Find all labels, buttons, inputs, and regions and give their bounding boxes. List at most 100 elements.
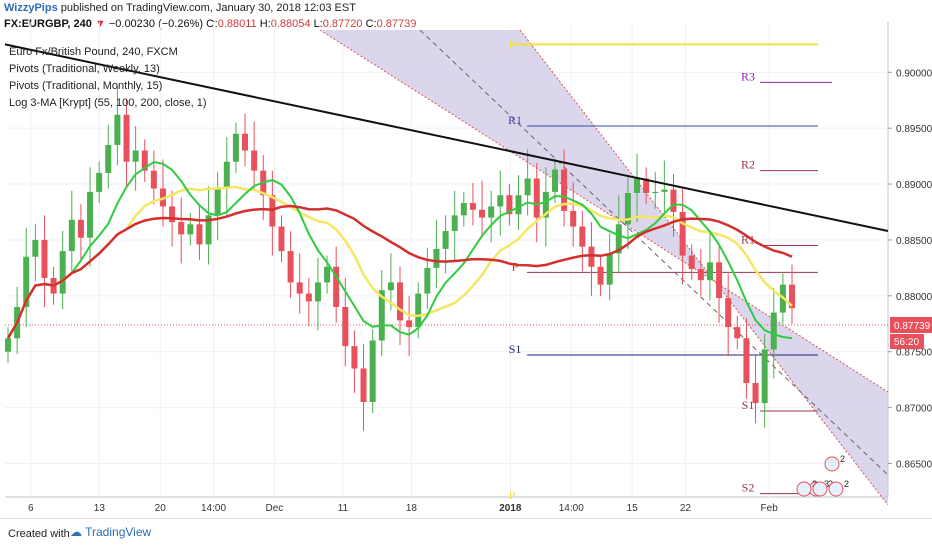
x-tick-label: 22 (680, 503, 692, 514)
event-badges: 23222 (796, 454, 849, 497)
pivot-label: R3 (741, 69, 755, 83)
x-tick-label: 20 (155, 503, 167, 514)
channel-fill (320, 30, 888, 505)
candles (5, 85, 795, 432)
low-label: L: (313, 18, 323, 30)
countdown-label: 56:20 (894, 337, 919, 348)
x-tick-label: 14:00 (201, 503, 226, 514)
study-legend-main[interactable]: Euro Fx/British Pound, 240, FXCM (9, 46, 178, 58)
change-down-icon: ▼ (94, 18, 106, 30)
pivot-label: R1 (508, 113, 522, 127)
candle-body (114, 114, 121, 145)
candle-body (205, 215, 212, 245)
candle-body (68, 219, 75, 252)
pivot-label: S2 (742, 481, 755, 495)
candle-body (679, 212, 686, 256)
event-count: 2 (844, 479, 849, 489)
candle-body (169, 206, 176, 223)
candle-body (524, 178, 531, 196)
candle-body (415, 293, 422, 328)
candle-body (460, 203, 467, 216)
candle-body (278, 226, 285, 252)
published-text: published on TradingView.com, January 30… (60, 2, 356, 14)
ohlc-line: FX:EURGBP, 240 ▼ −0.00230 (−0.26%) O:0.8… (4, 18, 416, 30)
candle-body (32, 239, 39, 257)
y-tick-label: 0.89000 (896, 180, 932, 191)
ma200-line (6, 204, 793, 339)
candle-body (360, 368, 367, 402)
study-legend-monthly-pivots[interactable]: Pivots (Traditional, Monthly, 15) (9, 80, 163, 92)
candle-body (570, 210, 577, 227)
candle-body (597, 266, 604, 285)
created-with-text: Created with (8, 528, 70, 540)
open-label: O: (206, 18, 218, 30)
candle-body (424, 267, 431, 294)
candle-body (178, 222, 185, 235)
event-badge (828, 481, 844, 497)
candle-body (752, 383, 759, 404)
candle-body (96, 172, 103, 192)
candle-body (41, 239, 48, 278)
x-tick-label: 2018 (499, 503, 522, 514)
candle-body (314, 282, 321, 302)
candle-body (479, 209, 486, 218)
cloud-icon: ☁ (70, 525, 82, 539)
candle-body (242, 133, 249, 151)
x-tick-label: 14:00 (559, 503, 584, 514)
candle-body (497, 195, 504, 207)
y-tick-label: 0.87500 (896, 348, 932, 359)
candle-body (59, 251, 66, 294)
event-badge (824, 456, 840, 472)
channel-upper-line (319, 29, 889, 393)
channel-lower-line (519, 29, 889, 506)
y-tick-label: 0.86500 (896, 459, 932, 470)
high-value: 0.88054 (270, 18, 311, 30)
candle-body (761, 349, 768, 404)
trend-line (4, 43, 889, 232)
candle-body (770, 312, 777, 350)
candle-body (305, 293, 312, 302)
candle-body (624, 193, 631, 225)
study-legend-ma[interactable]: Log 3-MA [Krypt] (55, 100, 200, close, 1… (9, 97, 207, 109)
x-tick-label: 15 (627, 503, 639, 514)
candle-body (324, 266, 331, 283)
candle-body (378, 290, 385, 341)
brand-name[interactable]: WizzyPips (4, 2, 58, 14)
event-badge (812, 481, 828, 497)
candle-body (533, 178, 540, 218)
candle-body (251, 150, 258, 171)
candle-body (670, 189, 677, 212)
x-tick-label: 11 (338, 503, 349, 514)
pivot-label: R2 (741, 158, 755, 172)
event-count: 3 (824, 479, 829, 489)
candle-body (643, 178, 650, 193)
pivot-label: S1 (742, 398, 755, 412)
open-value: 0.88011 (217, 18, 257, 30)
candle-body (551, 169, 558, 192)
price-chart[interactable]: 0.90000 0.89500 0.89000 0.88500 0.88000 0.875… (0, 0, 932, 518)
study-legend-weekly-pivots[interactable]: Pivots (Traditional, Weekly, 13) (9, 63, 160, 75)
candle-body (342, 307, 349, 347)
symbol-label: FX:EURGBP, 240 (4, 18, 92, 30)
candle-body (488, 206, 495, 218)
candle-body (333, 266, 340, 307)
pivot-levels: R3R1R2R1PS1S1S2PP (508, 37, 832, 502)
candle-body (688, 255, 695, 269)
candle-body (697, 269, 704, 281)
candle-body (296, 282, 303, 294)
high-label: H: (259, 18, 271, 30)
candle-body (734, 327, 741, 339)
candle-body (588, 246, 595, 267)
y-tick-label: 0.88000 (896, 292, 932, 303)
candle-body (743, 338, 750, 383)
tradingview-link[interactable]: ☁ TradingView (70, 525, 151, 539)
candle-body (451, 215, 458, 231)
candle-body (506, 195, 513, 215)
candle-body (542, 191, 549, 218)
candle-body (223, 161, 230, 188)
candle-body (615, 224, 622, 254)
candle-body (442, 231, 449, 249)
countdown-box (890, 333, 924, 349)
tradingview-brand: TradingView (85, 525, 152, 539)
candle-body (187, 224, 194, 235)
